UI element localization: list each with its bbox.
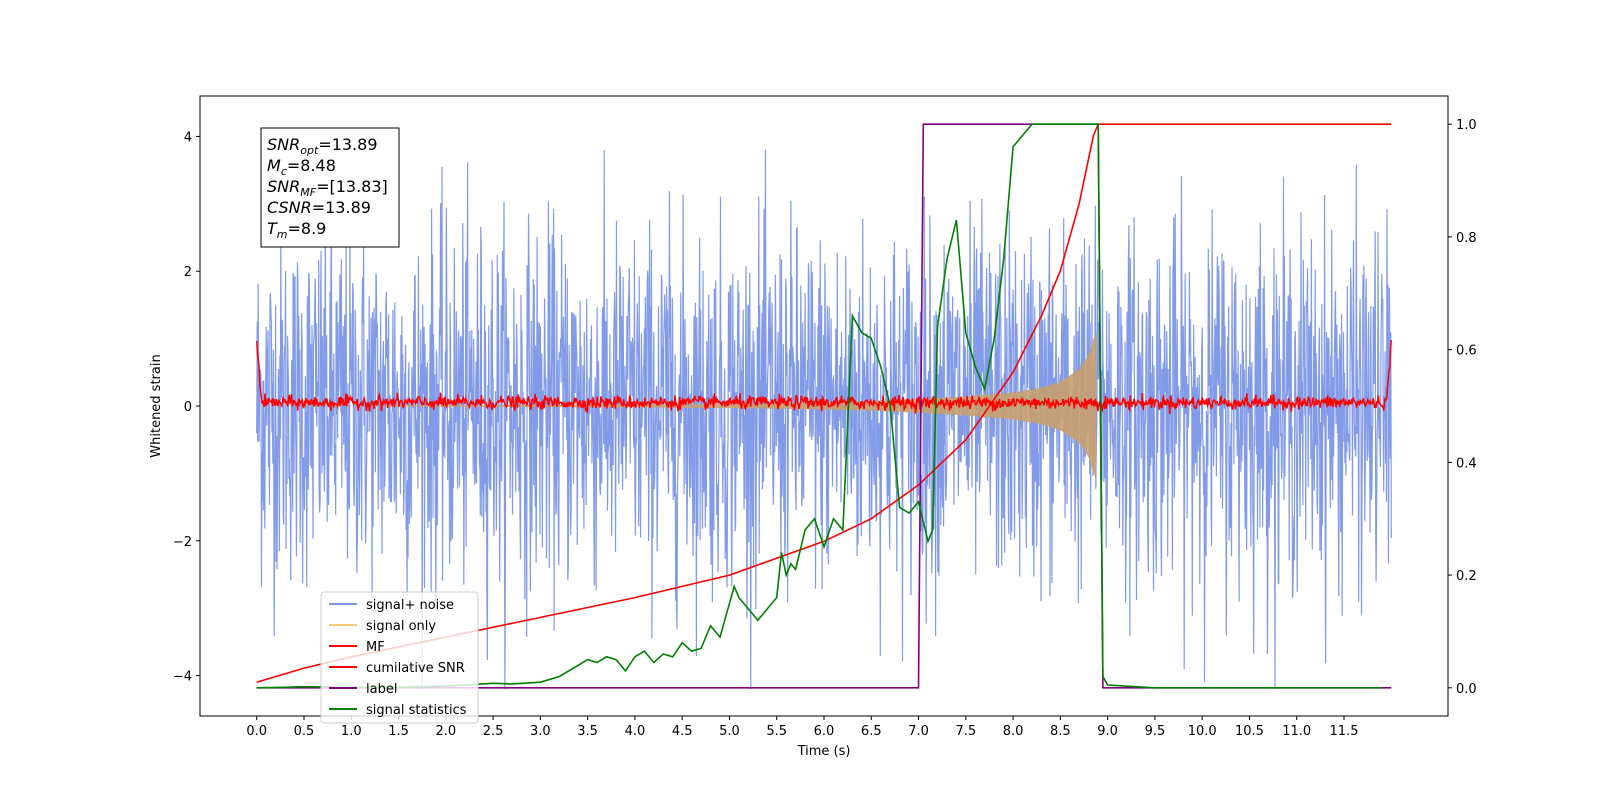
- x-tick-label: 9.5: [1145, 724, 1166, 739]
- x-tick-label: 5.5: [766, 724, 787, 739]
- series-signal-only: [256, 331, 1097, 481]
- x-tick-label: 1.5: [388, 724, 409, 739]
- x-tick-label: 6.5: [861, 724, 882, 739]
- legend-label: signal+ noise: [366, 598, 454, 613]
- x-tick-label: 4.0: [625, 724, 646, 739]
- metric-symbol: CSNR: [267, 198, 312, 217]
- y-tick-label: 2: [184, 265, 192, 280]
- x-axis: 0.0 0.5 1.0 1.5 2.0 2.5 3.0 3.5 4.0 4.5 5.0 5.5 6.0 6…: [246, 716, 1358, 739]
- metric-symbol: M: [267, 156, 281, 175]
- x-tick-label: 7.0: [908, 724, 929, 739]
- y-tick-label: −4: [173, 670, 192, 685]
- legend-label: signal statistics: [366, 703, 467, 718]
- series-signal-statistics: [256, 123, 1382, 689]
- legend-frame: [320, 591, 479, 724]
- y-axis-title: Whitened strain: [149, 354, 164, 457]
- metric-value: =13.89: [318, 135, 377, 154]
- x-tick-label: 11.5: [1330, 724, 1359, 739]
- metric-value: =8.9: [288, 219, 327, 238]
- y-right-tick-label: 0.4: [1456, 456, 1477, 471]
- legend-label: MF: [366, 640, 385, 655]
- metric-subscript: MF: [300, 186, 316, 199]
- metric-symbol: SNR: [267, 177, 300, 196]
- metric-value: =8.48: [287, 156, 336, 175]
- y-right-tick-label: 0.0: [1456, 682, 1477, 697]
- legend-label: label: [366, 682, 397, 697]
- series-mf: [255, 340, 1393, 414]
- metric-line: SNRMF=[13.83]: [267, 177, 388, 199]
- x-tick-label: 10.5: [1235, 724, 1264, 739]
- x-tick-label: 0.0: [246, 724, 267, 739]
- y-axis-right: 0.0 0.2 0.4 0.6 0.8 1.0: [1448, 118, 1477, 697]
- y-right-tick-label: 0.8: [1456, 231, 1477, 246]
- metric-subscript: m: [277, 228, 288, 241]
- y-right-tick-label: 0.6: [1456, 344, 1477, 359]
- x-tick-label: 2.0: [435, 724, 456, 739]
- y-axis-left: −4 −2 0 2 4: [173, 130, 200, 685]
- series-signal-noise: [256, 149, 1392, 690]
- legend-label: signal only: [366, 619, 436, 634]
- legend: signal+ noise signal only MF cumilative SNR…: [320, 591, 479, 724]
- x-tick-label: 1.0: [341, 724, 362, 739]
- x-tick-label: 7.5: [955, 724, 976, 739]
- x-tick-label: 6.0: [814, 724, 835, 739]
- x-tick-label: 8.0: [1003, 724, 1024, 739]
- metric-subscript: opt: [300, 144, 319, 157]
- metric-line: CSNR=13.89: [267, 198, 371, 217]
- x-tick-label: 8.5: [1050, 724, 1071, 739]
- metric-symbol: SNR: [267, 135, 300, 154]
- x-tick-label: 3.0: [530, 724, 551, 739]
- y-tick-label: 4: [184, 130, 192, 145]
- y-tick-label: 0: [184, 400, 192, 415]
- x-tick-label: 5.0: [719, 724, 740, 739]
- metric-symbol: T: [267, 219, 278, 238]
- y-tick-label: −2: [173, 535, 192, 550]
- x-tick-label: 11.0: [1282, 724, 1311, 739]
- x-tick-label: 0.5: [294, 724, 315, 739]
- metric-line: Tm=8.9: [267, 219, 326, 241]
- x-axis-title: Time (s): [797, 744, 851, 759]
- x-tick-label: 2.5: [483, 724, 504, 739]
- metric-value: =13.89: [312, 198, 371, 217]
- y-right-tick-label: 1.0: [1456, 118, 1477, 133]
- metric-value: =[13.83]: [316, 177, 388, 196]
- y-right-tick-label: 0.2: [1456, 569, 1477, 584]
- x-tick-label: 10.0: [1188, 724, 1217, 739]
- metric-line: Mc=8.48: [267, 156, 336, 178]
- x-tick-label: 3.5: [577, 724, 598, 739]
- x-tick-label: 9.0: [1097, 724, 1118, 739]
- metric-line: SNRopt=13.89: [267, 135, 378, 157]
- metrics-annotation-box: SNRopt=13.89Mc=8.48SNRMF=[13.83]CSNR=13.…: [260, 127, 400, 248]
- metric-subscript: c: [281, 165, 287, 178]
- legend-label: cumilative SNR: [366, 661, 465, 676]
- metrics-box-frame: [260, 127, 400, 248]
- x-tick-label: 4.5: [672, 724, 693, 739]
